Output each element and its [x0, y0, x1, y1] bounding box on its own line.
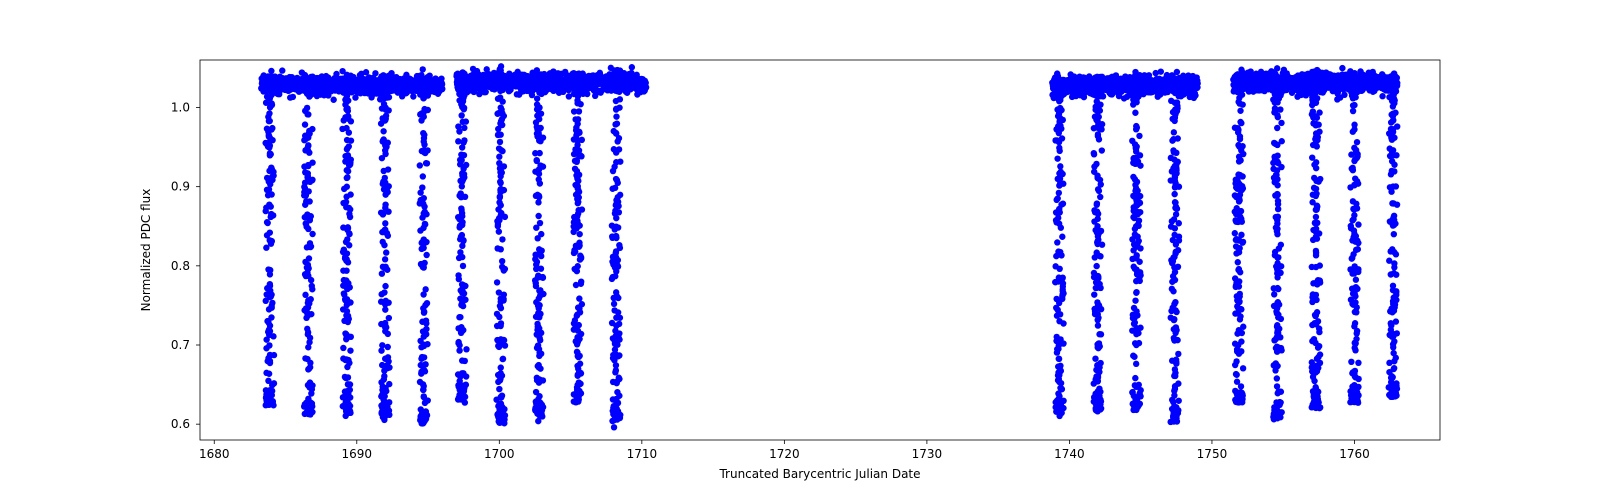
light-curve-chart: 1680 1690 1700 1710 1720 1730 1740 1750 1760 0.6 0… — [0, 0, 1600, 500]
y-tick-label: 1.0 — [171, 101, 190, 115]
x-tick-label: 1740 — [1054, 447, 1085, 461]
x-tick-label: 1700 — [484, 447, 515, 461]
x-tick-label: 1710 — [627, 447, 658, 461]
x-axis-label: Truncated Barycentric Julian Date — [718, 467, 920, 481]
y-axis-label: Normalized PDC flux — [139, 189, 153, 312]
x-tick-label: 1750 — [1197, 447, 1228, 461]
y-tick-label: 0.8 — [171, 259, 190, 273]
x-tick-label: 1690 — [342, 447, 373, 461]
x-tick-label: 1730 — [912, 447, 943, 461]
x-tick-label: 1760 — [1339, 447, 1370, 461]
x-tick-label: 1680 — [199, 447, 230, 461]
x-tick-label: 1720 — [769, 447, 800, 461]
y-tick-label: 0.7 — [171, 338, 190, 352]
y-tick-label: 0.6 — [171, 417, 190, 431]
y-tick-label: 0.9 — [171, 180, 190, 194]
